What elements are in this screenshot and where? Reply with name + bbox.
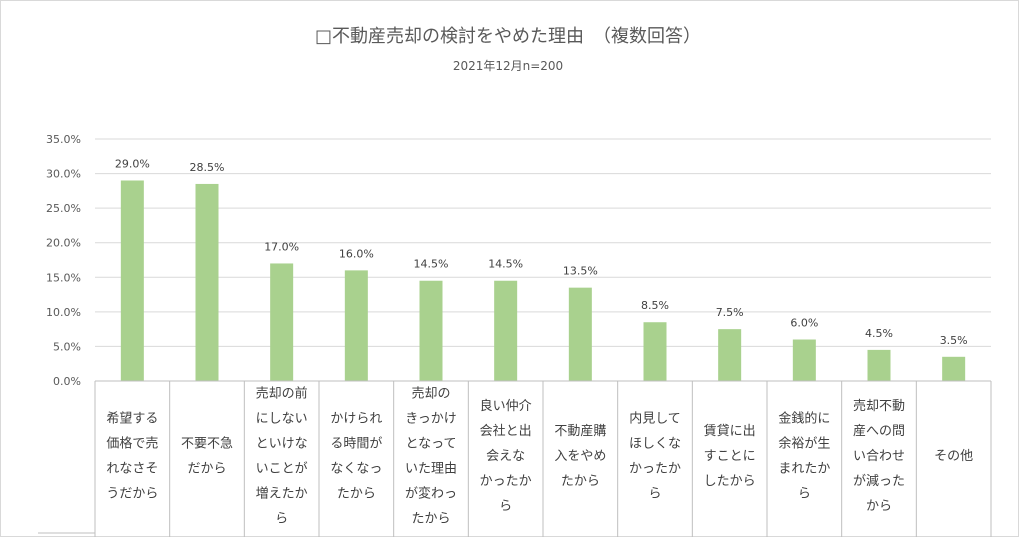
- category-label: 売却不動: [853, 398, 905, 414]
- category-label: となって: [406, 437, 457, 452]
- category-label: ら: [648, 487, 661, 502]
- category-label: 良い仲介: [480, 398, 532, 414]
- category-label: なくなっ: [330, 462, 382, 477]
- y-tick-label: 15.0%: [46, 271, 81, 284]
- data-label: 6.0%: [790, 317, 818, 330]
- data-label: 29.0%: [115, 157, 150, 170]
- data-label: 4.5%: [865, 327, 893, 340]
- category-label: 入をやめ: [554, 449, 606, 464]
- data-labels: 29.0% 28.5% 17.0% 16.0% 14.5% 14.5% 13.5% 8.5% 7…: [115, 157, 968, 346]
- category-label: 金銭的に: [778, 411, 830, 427]
- data-label: 14.5%: [488, 258, 523, 271]
- category-label: 希望する: [106, 411, 158, 427]
- data-label: 28.5%: [190, 161, 225, 174]
- category-label: だから: [187, 462, 226, 477]
- y-tick-label: 10.0%: [46, 306, 81, 319]
- category-label: かけられ: [330, 412, 382, 427]
- data-label: 13.5%: [563, 265, 598, 278]
- category-label: たから: [561, 474, 600, 489]
- category-label: ら: [275, 512, 288, 527]
- category-label: きっかけ: [405, 412, 456, 427]
- category-label: うだから: [106, 487, 158, 502]
- data-label: 3.5%: [940, 334, 968, 347]
- category-label: その他: [934, 449, 973, 464]
- category-label: 会社と出: [480, 423, 532, 439]
- bar: [568, 287, 592, 381]
- category-label: 内見して: [629, 411, 681, 427]
- bar: [419, 280, 443, 381]
- category-label: 不要不急: [181, 437, 233, 452]
- data-label: 16.0%: [339, 247, 374, 260]
- bar: [718, 329, 742, 381]
- category-label: 売却の: [411, 386, 450, 402]
- category-label: すことに: [704, 449, 756, 464]
- bar: [344, 270, 368, 381]
- category-label: たから: [411, 512, 450, 527]
- bar: [792, 339, 816, 381]
- bar: [942, 356, 966, 381]
- category-label: い合わせ: [853, 449, 905, 464]
- data-label: 8.5%: [641, 299, 669, 312]
- category-label: たから: [337, 487, 376, 502]
- data-label: 7.5%: [716, 306, 744, 319]
- bar: [867, 349, 891, 381]
- category-label: まれたか: [778, 462, 830, 477]
- category-label: 不動産購: [554, 423, 606, 439]
- category-label: いた理由: [405, 462, 457, 477]
- y-tick-label: 5.0%: [53, 340, 81, 353]
- data-label: 17.0%: [264, 240, 299, 253]
- category-label: いことが: [256, 462, 308, 477]
- bar: [494, 280, 518, 381]
- y-tick-label: 25.0%: [46, 202, 81, 215]
- bar: [270, 263, 294, 381]
- category-label: にしない: [256, 412, 308, 427]
- category-label: から: [866, 499, 892, 514]
- category-label: 余裕が生: [778, 436, 830, 452]
- category-label: 増えたか: [256, 487, 308, 502]
- bar: [120, 180, 144, 381]
- category-label: ほしくな: [629, 437, 681, 452]
- category-label: といけな: [256, 437, 308, 452]
- category-label: 売却の前: [256, 386, 308, 402]
- category-label: 価格で売: [106, 436, 158, 452]
- category-label: 産への問: [853, 423, 905, 439]
- category-label: が減った: [853, 473, 905, 489]
- category-label: したから: [704, 474, 756, 489]
- y-tick-label: 30.0%: [46, 168, 81, 181]
- y-tick-label: 0.0%: [53, 375, 81, 388]
- category-label: ら: [798, 487, 811, 502]
- bars: [120, 180, 966, 381]
- category-label: かったか: [480, 474, 532, 489]
- category-label: ら: [499, 499, 512, 514]
- category-label: かったか: [629, 462, 681, 477]
- category-label: 賃貸に出: [704, 423, 756, 439]
- gridlines: [95, 138, 991, 382]
- y-tick-label: 20.0%: [46, 237, 81, 250]
- category-label: が変わっ: [405, 486, 457, 502]
- category-label: る時間が: [330, 437, 382, 452]
- chart-title: □不動産売却の検討をやめた理由 （複数回答）: [315, 26, 701, 47]
- y-axis: 0.0% 5.0% 10.0% 15.0% 20.0% 25.0% 30.0% 35.0%: [46, 133, 81, 388]
- bar: [643, 322, 667, 381]
- data-label: 14.5%: [414, 258, 449, 271]
- bar: [195, 183, 219, 381]
- y-tick-label: 35.0%: [46, 133, 81, 146]
- chart-subtitle: 2021年12月n=200: [453, 59, 563, 73]
- category-label: 会えな: [486, 449, 525, 464]
- category-label: れなさそ: [106, 462, 158, 477]
